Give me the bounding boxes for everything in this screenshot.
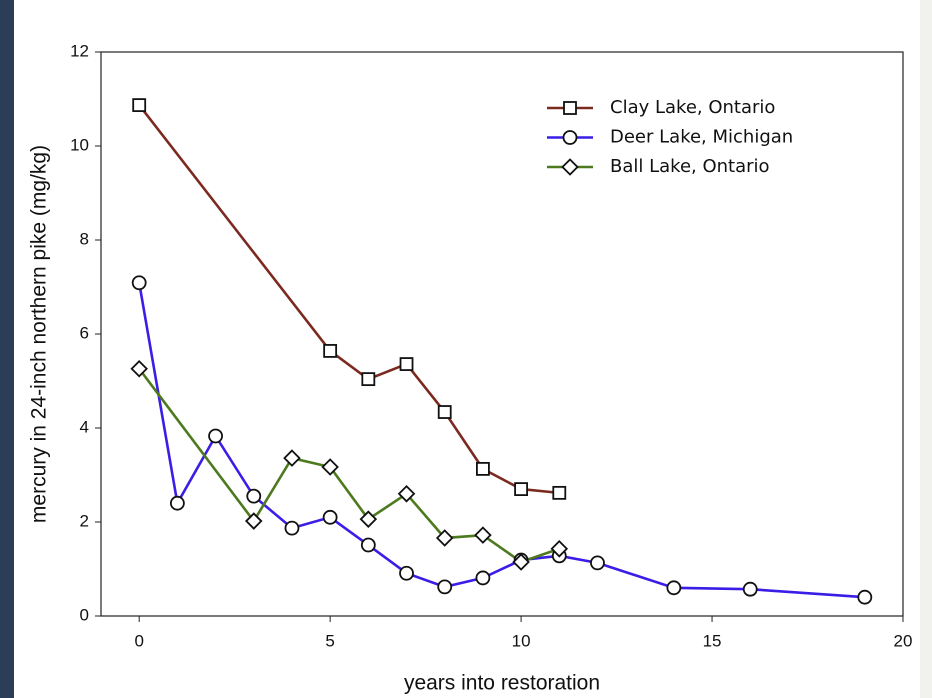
y-tick-label: 0 <box>80 605 89 624</box>
x-tick-label: 5 <box>325 631 334 650</box>
x-tick-label: 10 <box>512 631 531 650</box>
x-tick-label: 0 <box>134 631 143 650</box>
marker-square <box>514 482 528 497</box>
marker-diamond <box>474 526 492 544</box>
marker-circle <box>475 570 491 586</box>
x-tick-label: 20 <box>894 631 913 650</box>
marker-circle <box>562 130 578 145</box>
x-tick-label: 15 <box>703 631 722 650</box>
series-line <box>137 282 865 599</box>
marker-diamond <box>512 553 530 571</box>
marker-circle <box>208 428 223 444</box>
y-tick-label: 6 <box>80 323 89 342</box>
marker-diamond <box>397 485 416 503</box>
marker-circle <box>246 488 262 504</box>
marker-diamond <box>359 510 378 528</box>
plot-area <box>100 51 904 617</box>
legend-label: Ball Lake, Ontario <box>610 156 770 177</box>
y-tick-label: 10 <box>70 135 89 154</box>
marker-diamond <box>283 449 301 467</box>
y-tick-label: 4 <box>80 417 89 436</box>
legend-label: Clay Lake, Ontario <box>610 97 775 118</box>
marker-diamond <box>435 529 454 547</box>
marker-circle <box>131 275 147 291</box>
marker-square <box>323 344 338 358</box>
marker-circle <box>284 520 300 536</box>
marker-square <box>476 461 490 476</box>
marker-circle <box>360 537 376 553</box>
series-line <box>138 367 560 564</box>
marker-circle <box>590 555 605 571</box>
marker-diamond <box>244 512 263 530</box>
marker-diamond <box>550 540 569 558</box>
marker-square <box>361 372 376 387</box>
marker-circle <box>437 579 453 595</box>
marker-diamond <box>321 458 339 476</box>
marker-square <box>132 98 147 113</box>
marker-square <box>563 101 577 115</box>
marker-circle <box>169 495 185 511</box>
marker-circle <box>399 565 414 581</box>
marker-square <box>437 405 452 419</box>
y-tick-label: 8 <box>80 229 89 248</box>
marker-square <box>399 357 414 371</box>
marker-diamond <box>130 360 148 378</box>
marker-circle <box>742 581 758 597</box>
x-axis-title: years into restoration <box>404 672 600 695</box>
marker-circle <box>857 589 873 605</box>
photo-strip <box>0 0 14 698</box>
marker-circle <box>666 580 682 596</box>
marker-diamond <box>561 158 579 176</box>
y-tick-label: 2 <box>80 511 89 530</box>
marker-circle <box>322 509 338 525</box>
marker-square <box>552 485 567 500</box>
legend-label: Deer Lake, Michigan <box>610 127 793 148</box>
y-axis-title: mercury in 24-inch northern pike (mg/kg) <box>28 145 51 523</box>
y-tick-label: 12 <box>70 41 89 60</box>
